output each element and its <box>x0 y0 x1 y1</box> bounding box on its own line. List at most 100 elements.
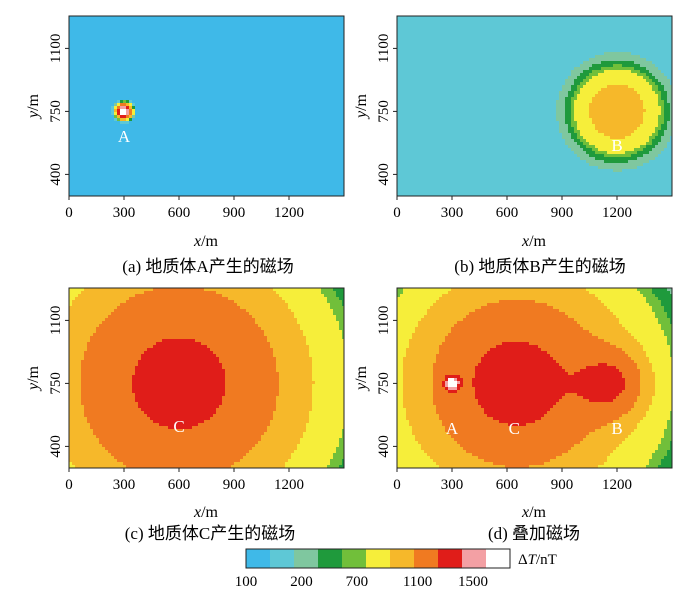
heatmap-cell <box>111 64 115 68</box>
heatmap-cell <box>111 79 115 83</box>
heatmap-cell <box>315 25 319 29</box>
heatmap-cell <box>153 64 157 68</box>
heatmap-cell <box>180 28 184 32</box>
heatmap-cell <box>207 115 211 119</box>
heatmap-cell <box>282 151 286 155</box>
heatmap-cell <box>120 148 124 152</box>
heatmap-cell <box>279 181 283 185</box>
heatmap-cell <box>72 157 76 161</box>
heatmap-cell <box>132 79 136 83</box>
heatmap-cell <box>153 73 157 77</box>
heatmap-cell <box>123 67 127 71</box>
heatmap-cell <box>243 112 247 116</box>
heatmap-cell <box>216 70 220 74</box>
heatmap-cell <box>132 160 136 164</box>
heatmap-cell <box>123 163 127 167</box>
heatmap-cell <box>210 166 214 170</box>
heatmap-cell <box>249 25 253 29</box>
heatmap-cell <box>300 151 304 155</box>
heatmap-cell <box>270 151 274 155</box>
heatmap-cell <box>129 145 133 149</box>
heatmap-cell <box>276 34 280 38</box>
heatmap-cell <box>93 163 97 167</box>
heatmap-cell <box>210 178 214 182</box>
heatmap-cell <box>315 46 319 50</box>
heatmap-cell <box>222 16 226 20</box>
heatmap-cell <box>123 190 127 194</box>
heatmap-cell <box>147 112 151 116</box>
heatmap-cell <box>198 157 202 161</box>
heatmap-cell <box>213 91 217 95</box>
heatmap-cell <box>234 121 238 125</box>
heatmap-cell <box>207 34 211 38</box>
heatmap-cell <box>294 142 298 146</box>
heatmap-cell <box>264 166 268 170</box>
heatmap-cell <box>306 160 310 164</box>
heatmap-cell <box>108 31 112 35</box>
heatmap-cell <box>276 49 280 53</box>
heatmap-cell <box>195 49 199 53</box>
heatmap-cell <box>318 64 322 68</box>
heatmap-cell <box>309 43 313 47</box>
heatmap-cell <box>117 154 121 158</box>
heatmap-cell <box>81 85 85 89</box>
heatmap-cell <box>279 46 283 50</box>
heatmap-cell <box>204 181 208 185</box>
heatmap-cell <box>228 139 232 143</box>
heatmap-cell <box>252 85 256 89</box>
heatmap-cell <box>165 49 169 53</box>
heatmap-cell <box>258 37 262 41</box>
heatmap-cell <box>177 70 181 74</box>
heatmap-cell <box>204 19 208 23</box>
heatmap-cell <box>123 43 127 47</box>
heatmap-cell <box>69 115 73 119</box>
heatmap-cell <box>237 145 241 149</box>
heatmap-cell <box>120 100 124 104</box>
heatmap-cell <box>189 43 193 47</box>
heatmap-cell <box>291 97 295 101</box>
heatmap-cell <box>150 151 154 155</box>
heatmap-cell <box>291 64 295 68</box>
heatmap-cell <box>264 193 268 196</box>
heatmap-cell <box>306 85 310 89</box>
heatmap-cell <box>234 130 238 134</box>
heatmap-cell <box>195 58 199 62</box>
heatmap-cell <box>207 187 211 191</box>
heatmap-cell <box>204 157 208 161</box>
heatmap-cell <box>303 175 307 179</box>
heatmap-cell <box>222 136 226 140</box>
heatmap-cell <box>129 22 133 26</box>
heatmap-cell <box>108 103 112 107</box>
heatmap-cell <box>207 151 211 155</box>
heatmap-cell <box>207 181 211 185</box>
heatmap-cell <box>243 109 247 113</box>
heatmap-cell <box>105 175 109 179</box>
heatmap-cell <box>90 145 94 149</box>
heatmap-cell <box>183 28 187 32</box>
heatmap-cell <box>297 121 301 125</box>
heatmap-cell <box>168 136 172 140</box>
heatmap-cell <box>69 178 73 182</box>
heatmap-cell <box>117 139 121 143</box>
heatmap-cell <box>171 46 175 50</box>
heatmap-cell <box>279 49 283 53</box>
heatmap-cell <box>186 28 190 32</box>
heatmap-cell <box>156 79 160 83</box>
heatmap-cell <box>240 169 244 173</box>
heatmap-cell <box>306 73 310 77</box>
heatmap-cell <box>252 190 256 194</box>
heatmap-cell <box>267 97 271 101</box>
heatmap-cell <box>216 31 220 35</box>
heatmap-cell <box>255 145 259 149</box>
heatmap-cell <box>144 25 148 29</box>
heatmap-cell <box>249 61 253 65</box>
heatmap-cell <box>144 151 148 155</box>
heatmap-cell <box>291 70 295 74</box>
heatmap-cell <box>264 16 268 20</box>
heatmap-cell <box>171 25 175 29</box>
heatmap-cell <box>228 109 232 113</box>
heatmap-cell <box>183 121 187 125</box>
heatmap-cell <box>210 160 214 164</box>
heatmap-cell <box>159 181 163 185</box>
heatmap-cell <box>204 61 208 65</box>
